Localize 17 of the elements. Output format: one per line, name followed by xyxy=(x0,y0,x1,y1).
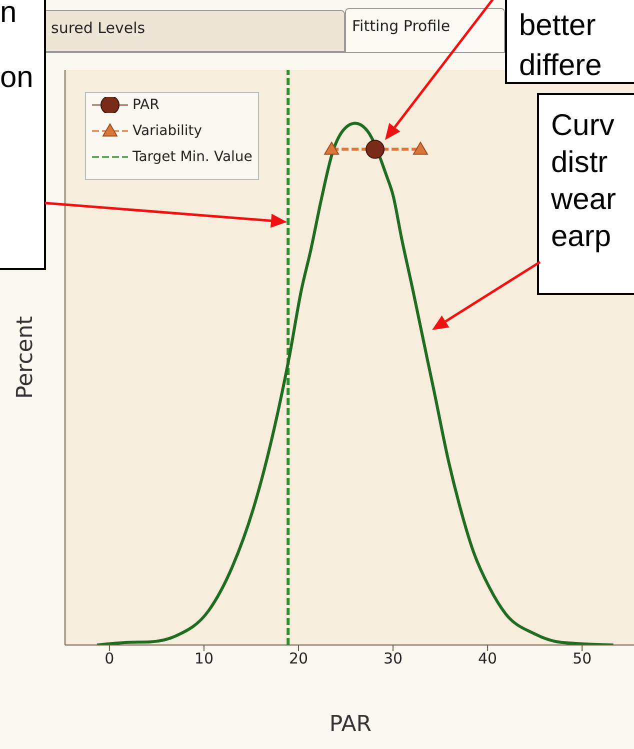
callout-box: better differe xyxy=(505,0,634,84)
text: sured Levels xyxy=(51,19,146,37)
x-axis-title: PAR xyxy=(329,712,372,737)
x-tick-label: 0 xyxy=(104,650,114,668)
x-tick-label: 50 xyxy=(572,650,592,668)
ref-line-label: Target Min. Value xyxy=(131,149,252,167)
text: Fitting Profile xyxy=(345,8,505,52)
annotation: Curv distr wear earp xyxy=(551,109,616,254)
x-tick-label: 40 xyxy=(478,650,498,668)
x-tick-label: 20 xyxy=(288,650,308,668)
x-tick-label: 30 xyxy=(383,650,403,668)
callout-box: Curv distr wear earp xyxy=(537,93,634,295)
legend-label: Variability xyxy=(131,123,204,141)
callout-box: n on xyxy=(0,0,46,270)
y-axis-title: Percent xyxy=(12,316,38,399)
legend-label: PAR xyxy=(131,97,160,115)
x-tick-label: 10 xyxy=(194,650,214,668)
